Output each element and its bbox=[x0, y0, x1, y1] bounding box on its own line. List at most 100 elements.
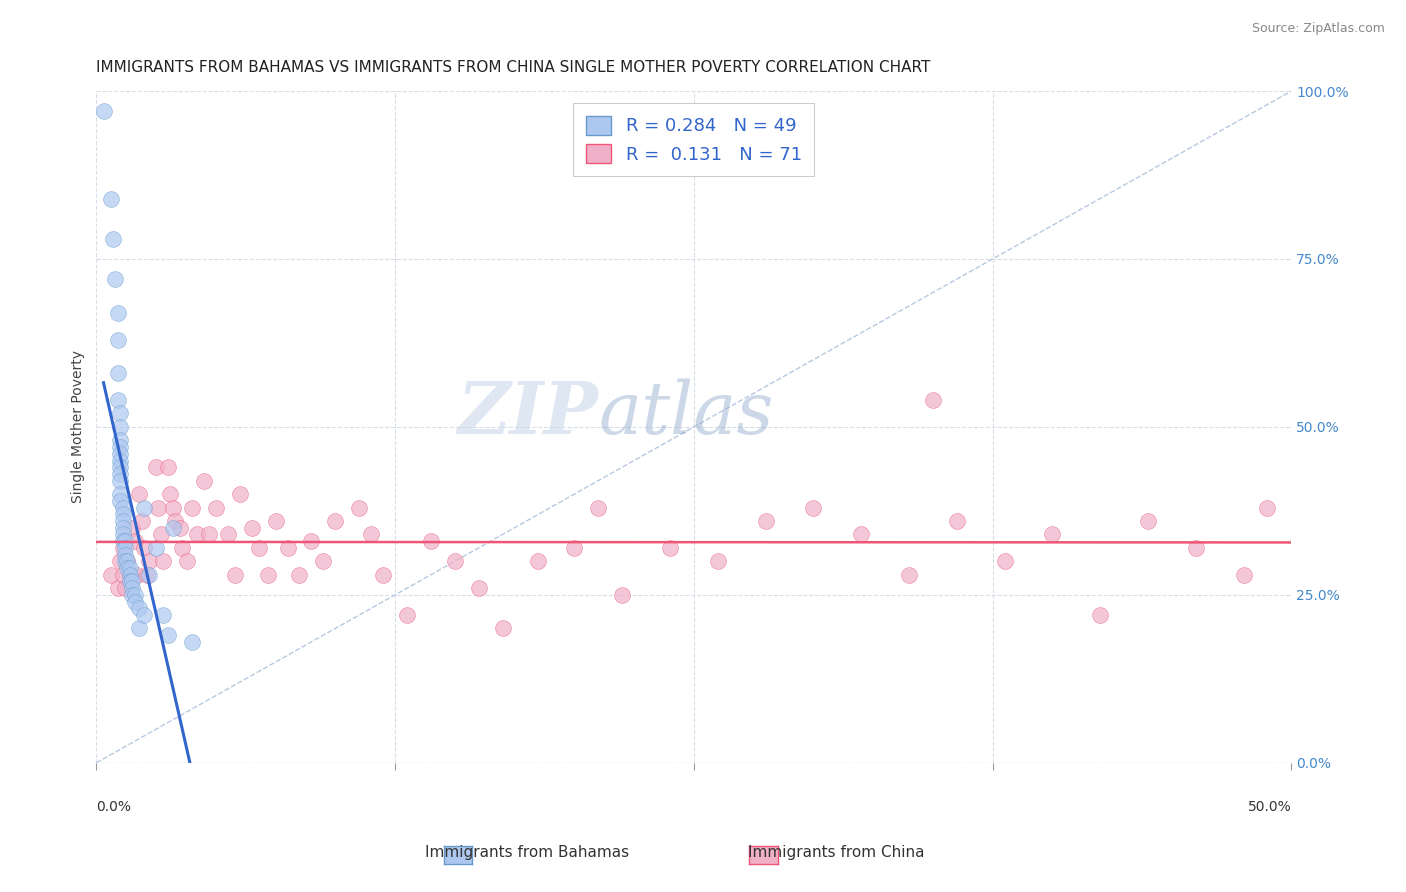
Point bbox=[138, 567, 160, 582]
Point bbox=[114, 541, 136, 555]
Point bbox=[111, 527, 134, 541]
Point bbox=[110, 407, 132, 421]
Point bbox=[1232, 567, 1254, 582]
Point bbox=[468, 581, 491, 595]
Text: Immigrants from China: Immigrants from China bbox=[748, 846, 925, 860]
Point bbox=[104, 272, 127, 286]
Point bbox=[217, 527, 239, 541]
Point bbox=[197, 527, 219, 541]
Point bbox=[247, 541, 270, 555]
Point bbox=[586, 500, 609, 515]
Point bbox=[111, 567, 134, 582]
Point bbox=[124, 588, 146, 602]
Point bbox=[801, 500, 824, 515]
Point bbox=[110, 447, 132, 461]
Text: atlas: atlas bbox=[598, 378, 773, 449]
Text: Source: ZipAtlas.com: Source: ZipAtlas.com bbox=[1251, 22, 1385, 36]
Point bbox=[128, 601, 150, 615]
Point bbox=[148, 500, 170, 515]
Point bbox=[124, 534, 146, 549]
Point bbox=[157, 628, 180, 642]
Point bbox=[110, 493, 132, 508]
Point bbox=[1088, 607, 1111, 622]
Point bbox=[169, 521, 191, 535]
Point bbox=[373, 567, 395, 582]
Text: IMMIGRANTS FROM BAHAMAS VS IMMIGRANTS FROM CHINA SINGLE MOTHER POVERTY CORRELATI: IMMIGRANTS FROM BAHAMAS VS IMMIGRANTS FR… bbox=[97, 60, 931, 75]
Point bbox=[993, 554, 1015, 568]
Point bbox=[159, 487, 181, 501]
Point bbox=[301, 534, 323, 549]
Point bbox=[93, 104, 115, 119]
Point bbox=[121, 581, 143, 595]
Point bbox=[134, 541, 156, 555]
Point bbox=[145, 541, 167, 555]
Point bbox=[125, 567, 148, 582]
Point bbox=[444, 554, 467, 568]
Point bbox=[849, 527, 872, 541]
Point bbox=[945, 514, 967, 528]
Text: 50.0%: 50.0% bbox=[1247, 800, 1291, 814]
Point bbox=[396, 607, 419, 622]
Point bbox=[100, 192, 122, 206]
Point bbox=[117, 554, 139, 568]
Point bbox=[110, 460, 132, 475]
Point bbox=[107, 366, 129, 380]
Point bbox=[117, 561, 139, 575]
Point bbox=[110, 554, 132, 568]
Point bbox=[157, 460, 180, 475]
Point bbox=[349, 500, 371, 515]
Point bbox=[610, 588, 633, 602]
Point bbox=[121, 588, 143, 602]
Point bbox=[921, 392, 943, 407]
Point bbox=[162, 500, 184, 515]
Point bbox=[229, 487, 252, 501]
Point bbox=[111, 500, 134, 515]
Point bbox=[152, 607, 174, 622]
Point bbox=[110, 434, 132, 448]
Point bbox=[193, 474, 215, 488]
Point bbox=[111, 541, 134, 555]
Point bbox=[172, 541, 194, 555]
Point bbox=[114, 548, 136, 562]
Legend: R = 0.284   N = 49, R =  0.131   N = 71: R = 0.284 N = 49, R = 0.131 N = 71 bbox=[574, 103, 814, 177]
Point bbox=[312, 554, 335, 568]
Point bbox=[107, 333, 129, 347]
Point bbox=[897, 567, 920, 582]
Point bbox=[118, 574, 141, 589]
Point bbox=[101, 232, 124, 246]
Point bbox=[110, 487, 132, 501]
Point bbox=[124, 594, 146, 608]
Point bbox=[114, 554, 136, 568]
Point bbox=[110, 453, 132, 467]
Text: 0.0%: 0.0% bbox=[97, 800, 131, 814]
Point bbox=[107, 392, 129, 407]
Point bbox=[118, 561, 141, 575]
Point bbox=[706, 554, 728, 568]
Point bbox=[162, 521, 184, 535]
Point bbox=[110, 440, 132, 454]
Point bbox=[131, 514, 153, 528]
Point bbox=[111, 521, 134, 535]
Point bbox=[288, 567, 311, 582]
Point bbox=[149, 527, 172, 541]
Point bbox=[110, 467, 132, 481]
Point bbox=[181, 635, 204, 649]
Point bbox=[527, 554, 550, 568]
Point bbox=[658, 541, 681, 555]
Point bbox=[224, 567, 246, 582]
Point bbox=[1184, 541, 1206, 555]
Point bbox=[111, 508, 134, 522]
Point bbox=[111, 534, 134, 549]
Point bbox=[110, 474, 132, 488]
Y-axis label: Single Mother Poverty: Single Mother Poverty bbox=[72, 351, 86, 503]
Point bbox=[420, 534, 443, 549]
Point bbox=[118, 567, 141, 582]
Point bbox=[128, 487, 150, 501]
Point bbox=[100, 567, 122, 582]
Point bbox=[277, 541, 299, 555]
Text: ZIP: ZIP bbox=[457, 378, 598, 449]
Point bbox=[121, 574, 143, 589]
Point bbox=[1136, 514, 1159, 528]
Point bbox=[152, 554, 174, 568]
Point bbox=[117, 554, 139, 568]
